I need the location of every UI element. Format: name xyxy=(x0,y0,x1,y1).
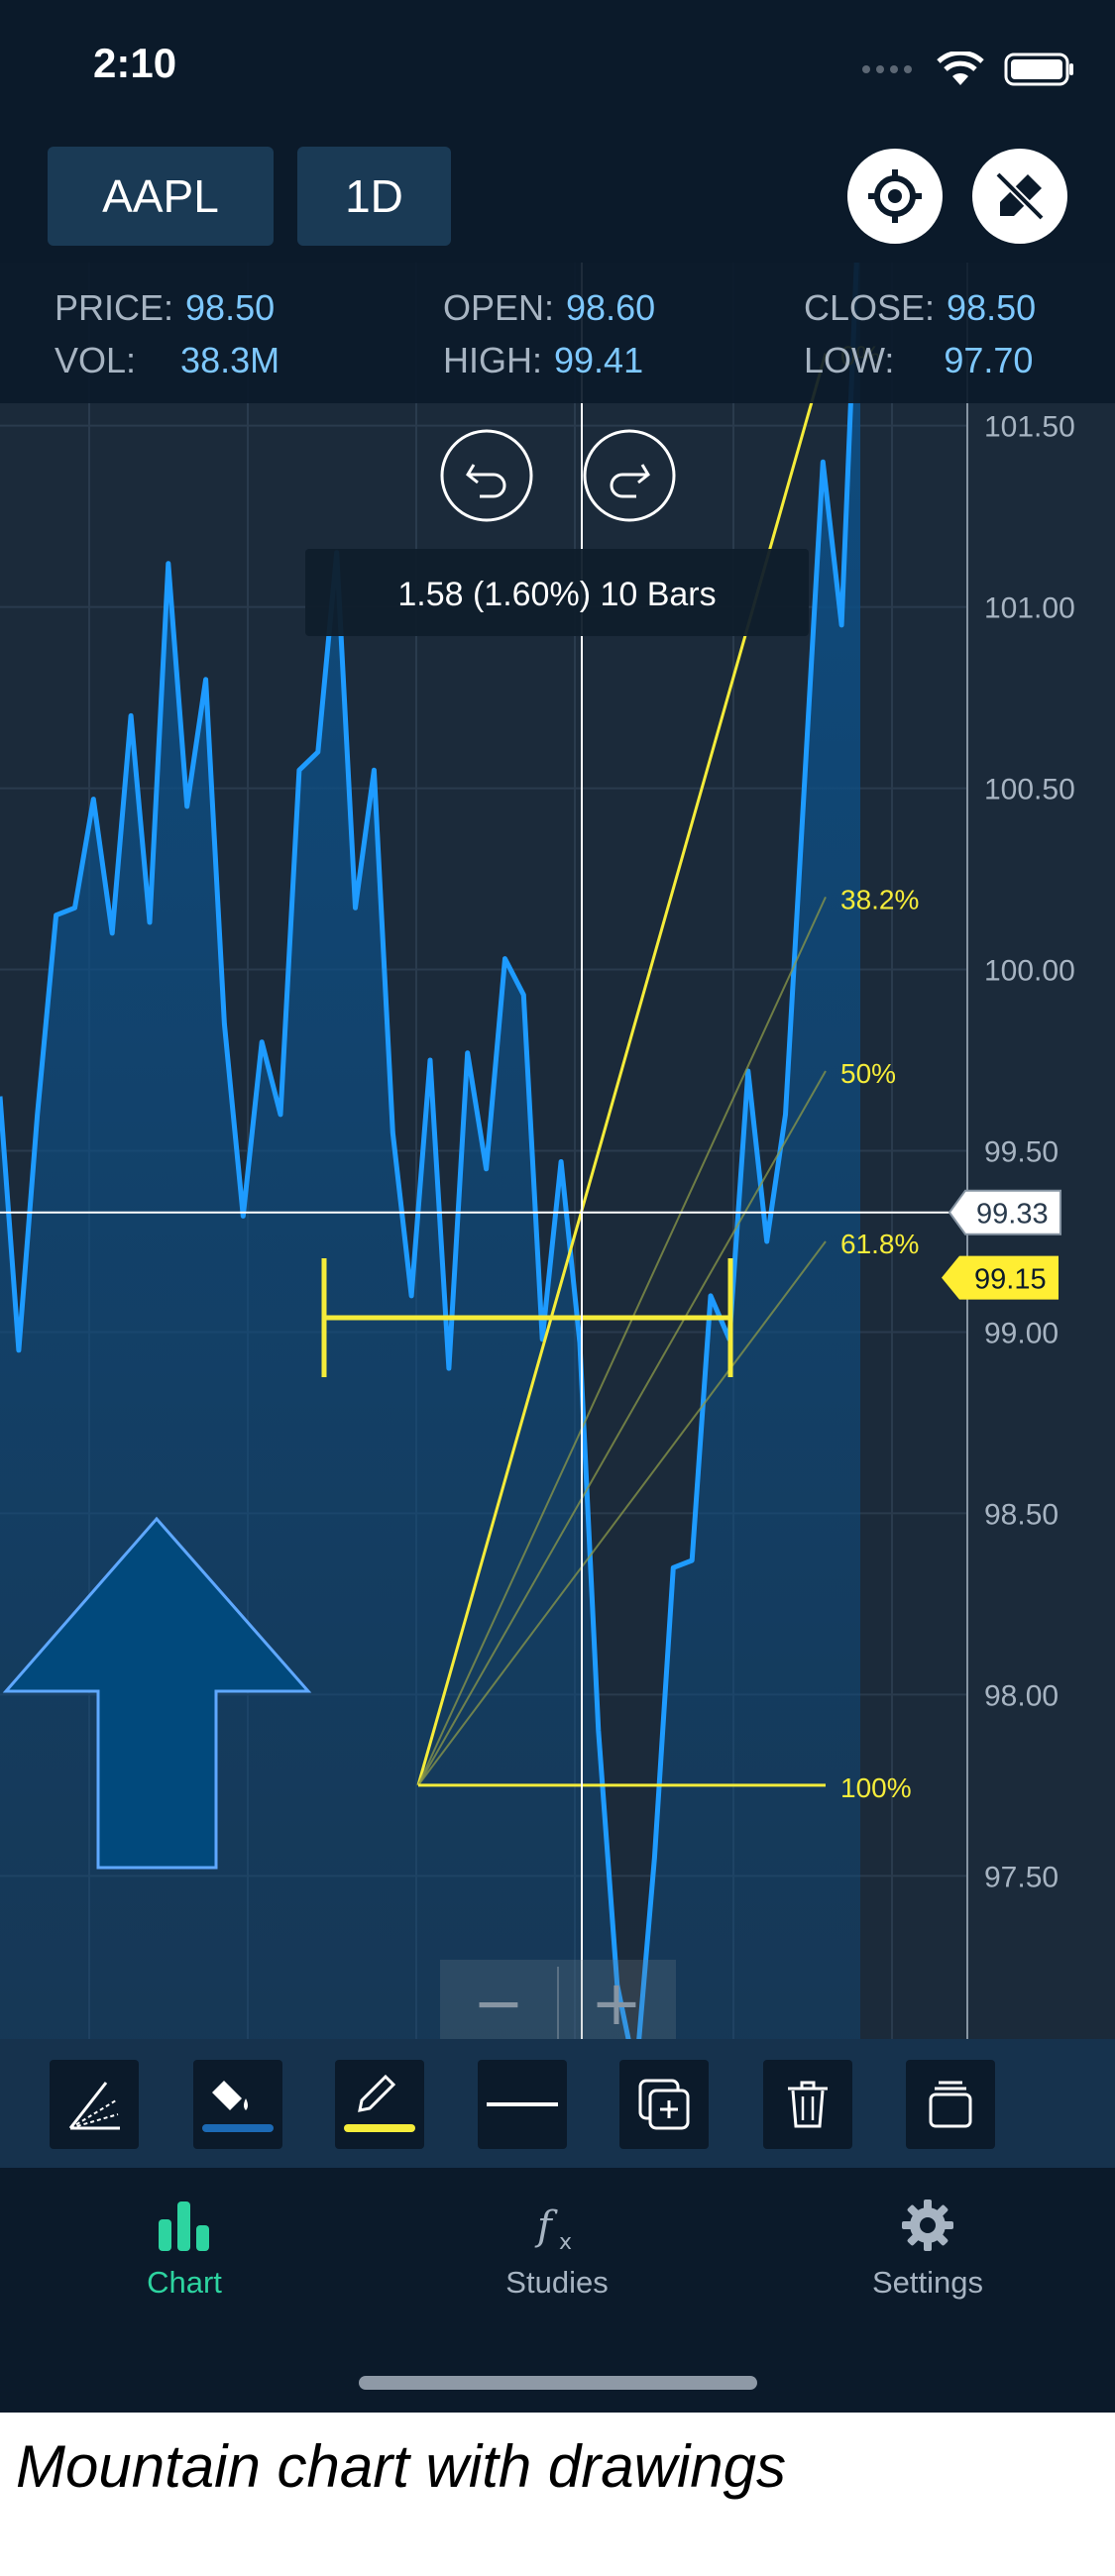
last-price-badge xyxy=(942,1255,1059,1300)
crosshair-price-tag xyxy=(948,1189,1061,1235)
gear-icon xyxy=(902,2200,953,2251)
open-label: OPEN: xyxy=(443,287,555,328)
wifi-icon xyxy=(937,52,984,85)
low-label: LOW: xyxy=(804,340,895,380)
drawing-mode-button[interactable] xyxy=(972,149,1067,244)
quote-panel: PRICE: 98.50 OPEN: 98.60 CLOSE: 98.50 VOL: 3… xyxy=(0,263,1115,403)
measurement-tooltip xyxy=(305,549,809,636)
price-line xyxy=(0,263,859,2039)
fib-fan-line[interactable] xyxy=(417,1070,827,1786)
fib-level-label: 61.8% xyxy=(840,1229,919,1259)
redo-ring xyxy=(583,429,676,522)
close-label: CLOSE: xyxy=(804,287,936,328)
tab-settings[interactable]: Settings xyxy=(799,2198,1057,2301)
tab-chart-label: Chart xyxy=(147,2265,222,2300)
tab-studies-label: Studies xyxy=(505,2265,609,2300)
measurement-tooltip-text: 1.58 (1.60%) 10 Bars xyxy=(397,576,716,613)
svg-text:f: f xyxy=(534,2203,558,2249)
add-drawing-button[interactable] xyxy=(619,2060,709,2149)
symbol-button[interactable]: AAPL xyxy=(48,147,274,246)
svg-text:x: x xyxy=(559,2230,572,2253)
delete-drawing-button[interactable] xyxy=(763,2060,852,2149)
chart-svg[interactable]: 0%38.2%50%61.8%100% 101.50101.00100.5010… xyxy=(0,263,1115,2039)
pen-slash-icon xyxy=(995,171,1045,221)
layers-icon xyxy=(929,2081,972,2128)
drawings-list-button[interactable] xyxy=(906,2060,995,2149)
fib-level-label: 50% xyxy=(840,1058,896,1089)
pencil-icon xyxy=(344,2074,415,2132)
arrow-drawing[interactable] xyxy=(2,1516,312,1870)
home-indicator xyxy=(359,2376,757,2390)
undo-button[interactable] xyxy=(440,429,533,522)
line-color-button[interactable] xyxy=(335,2060,424,2149)
last-price-value: 99.15 xyxy=(974,1264,1047,1296)
caption: Mountain chart with drawings xyxy=(16,2433,787,2500)
price-value: 98.50 xyxy=(185,287,276,328)
fib-fan-line[interactable] xyxy=(417,896,827,1786)
close-value: 98.50 xyxy=(947,287,1037,328)
price-label: PRICE: xyxy=(55,287,174,328)
low-value: 97.70 xyxy=(944,340,1034,380)
status-icons xyxy=(861,50,1075,89)
status-time: 2:10 xyxy=(93,40,177,86)
tab-bar: Chart f x Studies xyxy=(0,2168,1115,2413)
add-layer-icon xyxy=(638,2079,690,2130)
battery-icon xyxy=(1004,53,1073,86)
redo-icon xyxy=(610,464,650,498)
tab-settings-label: Settings xyxy=(871,2265,983,2300)
y-tick-label: 99.50 xyxy=(984,1136,1059,1169)
line-style-button[interactable] xyxy=(478,2060,567,2149)
bar-chart-icon xyxy=(159,2201,209,2251)
crosshair-target-icon xyxy=(868,169,922,223)
y-tick-label: 100.50 xyxy=(984,774,1075,806)
open-value: 98.60 xyxy=(566,287,656,328)
zoom-in-button[interactable]: + xyxy=(591,1967,642,2039)
y-tick-label: 98.00 xyxy=(984,1679,1059,1712)
fib-level-label: 38.2% xyxy=(840,884,919,914)
function-icon: f x xyxy=(534,2203,572,2253)
phone-screen: 2:10 AAPL 1D xyxy=(0,0,1115,2413)
paint-bucket-icon xyxy=(202,2081,274,2132)
zoom-out-button[interactable]: − xyxy=(473,1967,524,2039)
y-tick-label: 99.00 xyxy=(984,1317,1059,1349)
fib-fan-tool-button[interactable] xyxy=(50,2060,139,2149)
undo-ring xyxy=(440,429,533,522)
trash-icon xyxy=(788,2081,828,2128)
high-value: 99.41 xyxy=(554,340,644,380)
fib-fan-line[interactable] xyxy=(417,1240,827,1786)
interval-button[interactable]: 1D xyxy=(297,147,451,246)
y-tick-label: 100.00 xyxy=(984,955,1075,988)
undo-icon xyxy=(466,464,506,498)
crosshair-price-value: 99.33 xyxy=(976,1199,1049,1231)
vol-value: 38.3M xyxy=(180,340,280,380)
y-tick-label: 98.50 xyxy=(984,1498,1059,1531)
drawing-toolbar xyxy=(0,2039,1115,2168)
y-tick-label: 101.50 xyxy=(984,411,1075,444)
line-style-icon xyxy=(487,2102,558,2106)
y-tick-label: 101.00 xyxy=(984,592,1075,625)
y-tick-label: 97.50 xyxy=(984,1861,1059,1893)
tab-chart[interactable]: Chart xyxy=(56,2198,313,2301)
fib-level-label: 100% xyxy=(840,1772,912,1803)
fib-fan-icon xyxy=(68,2082,120,2130)
signal-icon xyxy=(862,65,912,73)
fill-color-button[interactable] xyxy=(193,2060,282,2149)
mountain-chart[interactable]: 0%38.2%50%61.8%100% 101.50101.00100.5010… xyxy=(0,263,1115,2039)
tab-studies[interactable]: f x Studies xyxy=(428,2198,686,2301)
crosshair-button[interactable] xyxy=(847,149,943,244)
high-label: HIGH: xyxy=(443,340,543,380)
redo-button[interactable] xyxy=(583,429,676,522)
vol-label: VOL: xyxy=(55,340,137,380)
